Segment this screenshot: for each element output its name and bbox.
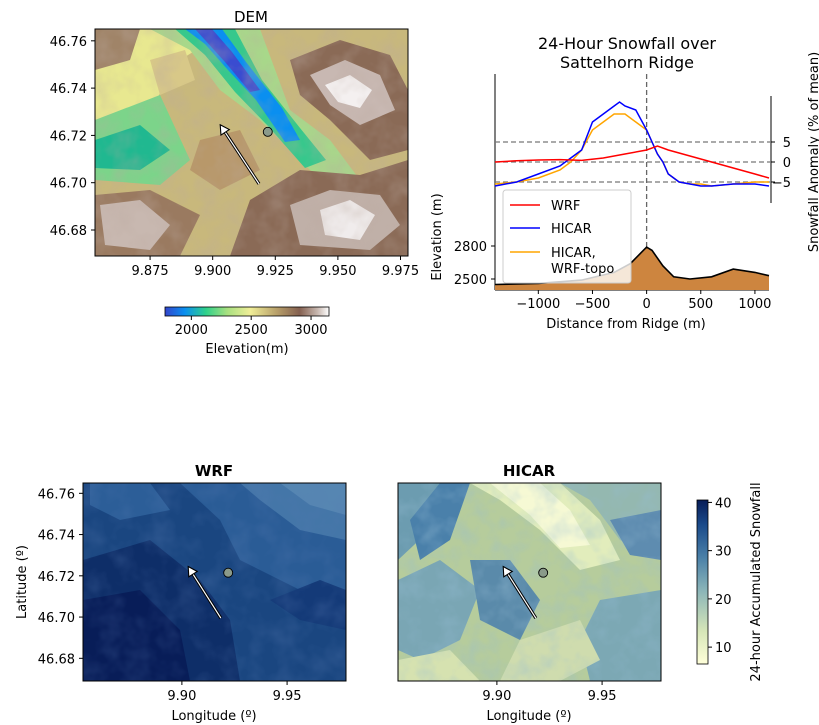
- anomaly-tick-label: −5: [772, 176, 791, 191]
- x-tick-label: 9.95: [273, 689, 302, 704]
- wrf-heatmap: [83, 483, 346, 681]
- profile-legend: WRF HICAR HICAR, WRF-topo: [502, 189, 632, 284]
- wrf-title: WRF: [195, 462, 233, 480]
- y-tick-label: 46.74: [50, 82, 87, 97]
- ridge-arrow-shaft-inner: [224, 131, 260, 185]
- x-tick-label: 0: [642, 297, 650, 312]
- colorbar-tick-label: 30: [715, 545, 732, 560]
- legend-label: HICAR: [551, 222, 592, 237]
- snowfall-colorbar-label: 24-hour Accumulated Snowfall: [749, 482, 764, 681]
- hicar-x-axis: 9.90 9.95: [482, 681, 617, 704]
- legend-label-line: HICAR,: [551, 246, 596, 261]
- colorbar-tick-label: 3000: [294, 323, 327, 338]
- hicar-heatmap: [398, 483, 661, 681]
- dem-frame: [94, 28, 409, 257]
- x-tick-label: 9.950: [319, 264, 356, 279]
- colorbar-tick-label: 2500: [235, 323, 268, 338]
- profile-title: 24-Hour Snowfall over Sattelhorn Ridge: [538, 34, 716, 72]
- series-line: [494, 101, 770, 187]
- anomaly-tick-label: 0: [783, 156, 791, 171]
- wrf-overlay: [187, 565, 234, 619]
- hicar-overlay: [502, 565, 549, 619]
- legend-frame: [502, 189, 632, 284]
- legend-label: HICAR, WRF-topo: [551, 246, 614, 277]
- x-tick-label: 9.900: [194, 264, 231, 279]
- colorbar-tick-label: 20: [715, 593, 732, 608]
- colorbar-tick-label: 40: [715, 496, 732, 511]
- y-tick-label: 46.70: [38, 611, 75, 626]
- wrf-x-axis: 9.90 9.95: [167, 681, 302, 704]
- profile-title-line: Sattelhorn Ridge: [560, 53, 694, 72]
- legend-label-line: HICAR: [551, 222, 592, 237]
- dem-colorbar-ticks: 2000 2500 3000: [175, 316, 328, 338]
- dem-colorbar-gradient: [164, 306, 330, 317]
- x-tick-label: 9.925: [257, 264, 294, 279]
- legend-label-line: WRF: [551, 199, 580, 214]
- wrf-frame: [82, 482, 347, 682]
- snowfall-colorbar-ticks: 10 20 30 40: [708, 496, 732, 656]
- ridge-arrow-head: [187, 565, 199, 578]
- dem-overlay: [219, 123, 273, 185]
- profile-xlabel: Distance from Ridge (m): [546, 317, 705, 332]
- y-tick-label: 46.68: [50, 224, 87, 239]
- elevation-profile-fill: [495, 247, 769, 290]
- hicar-title: HICAR: [503, 462, 556, 480]
- profile-plot-area: −1000 −500 0 500 1000 2500 2800 5 0 −5: [454, 74, 791, 312]
- ridge-arrow-shaft-inner: [192, 573, 222, 619]
- station-marker: [262, 126, 273, 137]
- wrf-y-axis: 46.68 46.70 46.72 46.74 46.76: [38, 487, 83, 667]
- x-tick-label: 9.95: [588, 689, 617, 704]
- x-tick-label: −1000: [516, 297, 560, 312]
- ridge-arrow-shaft-inner: [507, 573, 537, 619]
- y-tick-label: 46.76: [50, 35, 87, 50]
- x-tick-label: 500: [688, 297, 713, 312]
- series-line: [494, 145, 770, 179]
- station-marker: [223, 567, 234, 578]
- profile-chart-panel: 24-Hour Snowfall over Sattelhorn Ridge −1…: [430, 34, 819, 332]
- dem-heatmap: [95, 29, 408, 256]
- y-tick-label: 46.74: [38, 529, 75, 544]
- y-tick-label: 46.76: [38, 487, 75, 502]
- anomaly-tick-label: 5: [783, 136, 791, 151]
- dem-y-axis: 46.68 46.70 46.72 46.74 46.76: [50, 35, 95, 239]
- snowfall-colorbar: 10 20 30 40 24-hour Accumulated Snowfall: [696, 482, 764, 682]
- dem-colorbar-label: Elevation(m): [205, 342, 288, 357]
- colorbar-tick-label: 2000: [175, 323, 208, 338]
- y-tick-label: 46.68: [38, 652, 75, 667]
- x-tick-label: −500: [575, 297, 611, 312]
- hicar-frame: [397, 482, 662, 682]
- y-tick-label: 46.72: [38, 570, 75, 585]
- hicar-xlabel: Longitude (º): [486, 709, 571, 724]
- snowfall-colorbar-gradient: [696, 499, 709, 665]
- wrf-map-panel: WRF 9.90 9.95 46.68 46.70 46.72 46.74 46.76 L…: [15, 462, 347, 724]
- profile-title-line: 24-Hour Snowfall over: [538, 34, 716, 53]
- dem-map-panel: DEM 9.875 9.900 9.925 9.950 9.9: [50, 8, 419, 357]
- profile-ylabel: Elevation (m): [430, 193, 445, 280]
- colorbar-tick-label: 10: [715, 641, 732, 656]
- dem-x-axis: 9.875 9.900 9.925 9.950 9.975: [131, 256, 419, 279]
- elevation-tick-label: 2500: [454, 273, 487, 288]
- legend-label-line: WRF-topo: [551, 262, 614, 277]
- dem-colorbar: 2000 2500 3000 Elevation(m): [164, 306, 330, 357]
- legend-label: WRF: [551, 199, 580, 214]
- wrf-xlabel: Longitude (º): [171, 709, 256, 724]
- profile-y2label: Snowfall Anomaly (% of mean): [807, 52, 819, 252]
- dem-title: DEM: [234, 8, 268, 26]
- y-tick-label: 46.72: [50, 129, 87, 144]
- x-tick-label: 9.875: [131, 264, 168, 279]
- x-tick-label: 9.90: [167, 689, 196, 704]
- x-tick-label: 9.975: [382, 264, 419, 279]
- ridge-arrow-head: [219, 123, 231, 137]
- elevation-tick-label: 2800: [454, 240, 487, 255]
- ridge-arrow-head: [502, 565, 514, 578]
- station-marker: [538, 567, 549, 578]
- y-tick-label: 46.70: [50, 177, 87, 192]
- x-tick-label: 9.90: [482, 689, 511, 704]
- hicar-map-panel: HICAR 9.90 9.95 Longitude (º) 10 20 30 40 24…: [397, 462, 764, 724]
- wrf-ylabel: Latitude (º): [15, 545, 30, 619]
- x-tick-label: 1000: [738, 297, 771, 312]
